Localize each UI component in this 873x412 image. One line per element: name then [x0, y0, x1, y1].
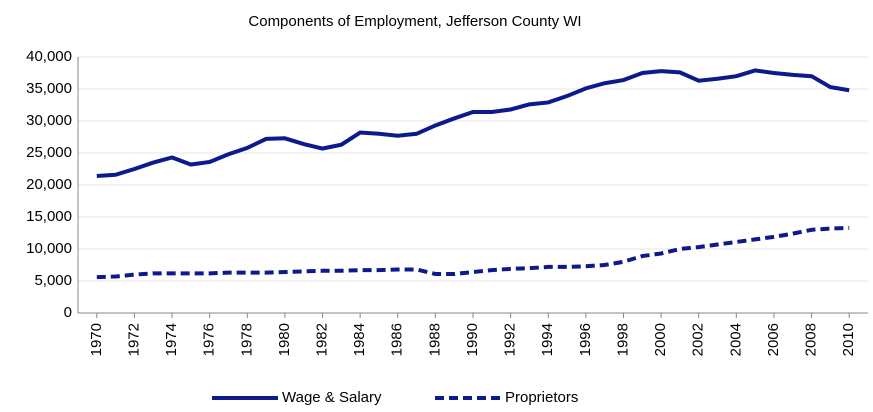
x-tick-label: 2010 — [840, 323, 857, 356]
x-tick-label: 1992 — [502, 323, 519, 356]
x-tick-label: 2002 — [690, 323, 707, 356]
x-tick-label: 1986 — [389, 323, 406, 356]
series-line — [96, 68, 850, 179]
x-tick-label: 1988 — [426, 323, 443, 356]
x-tick-label: 1974 — [163, 323, 180, 356]
y-tick-label: 20,000 — [26, 176, 72, 193]
x-tick-label: 1996 — [577, 323, 594, 356]
x-tick-label: 1976 — [201, 323, 218, 356]
y-tick-label: 0 — [64, 304, 72, 321]
x-tick-label: 1990 — [464, 323, 481, 356]
x-tick-label: 1982 — [313, 323, 330, 356]
legend-label: Proprietors — [505, 389, 578, 406]
x-tick-label: 2008 — [803, 323, 820, 356]
x-tick-label: 2004 — [727, 323, 744, 356]
x-tick-label: 1984 — [351, 323, 368, 356]
x-tick-label: 1972 — [125, 323, 142, 356]
x-tick-label: 1980 — [276, 323, 293, 356]
legend-label: Wage & Salary — [282, 389, 382, 406]
x-tick-label: 1994 — [539, 323, 556, 356]
x-tick-label: 2000 — [652, 323, 669, 356]
chart-title: Components of Employment, Jefferson Coun… — [248, 13, 581, 30]
y-tick-label: 10,000 — [26, 240, 72, 257]
y-tick-label: 40,000 — [26, 48, 72, 65]
y-tick-label: 25,000 — [26, 144, 72, 161]
x-tick-label: 1978 — [238, 323, 255, 356]
y-tick-label: 30,000 — [26, 112, 72, 129]
y-tick-label: 15,000 — [26, 208, 72, 225]
x-tick-label: 2006 — [765, 323, 782, 356]
y-tick-label: 35,000 — [26, 80, 72, 97]
series-line — [96, 225, 850, 280]
y-tick-label: 5,000 — [34, 272, 72, 289]
x-tick-label: 1970 — [88, 323, 105, 356]
x-tick-label: 1998 — [614, 323, 631, 356]
